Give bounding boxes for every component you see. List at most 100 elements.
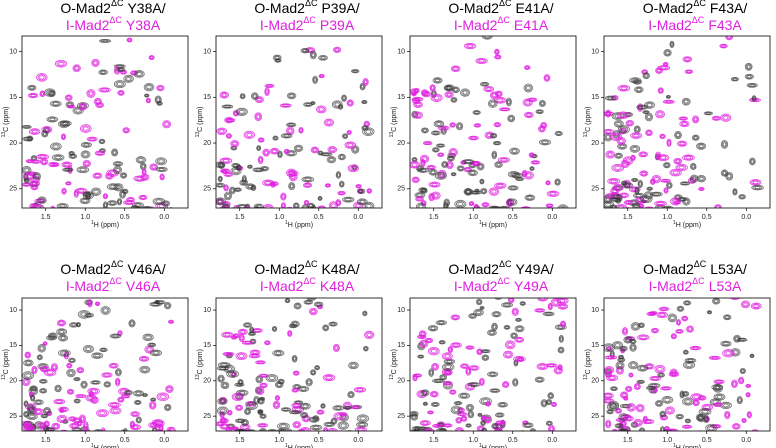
contour (620, 432, 627, 436)
contour (532, 298, 536, 299)
contour (232, 336, 236, 339)
contour (675, 132, 681, 138)
contour (473, 123, 482, 128)
contour (220, 418, 229, 424)
contour (150, 56, 154, 59)
contour (145, 94, 149, 97)
contour (604, 392, 614, 399)
contour (30, 184, 39, 191)
contour (511, 149, 518, 153)
contour (620, 432, 624, 435)
contour (37, 355, 43, 360)
contour (670, 42, 674, 47)
y-tick-label: 10 (397, 307, 405, 314)
contour (251, 328, 263, 333)
contour (224, 191, 232, 201)
contour (246, 429, 256, 431)
contour (739, 194, 745, 199)
x-axis-label: 1H (ppm) (285, 443, 313, 448)
contour (328, 147, 336, 153)
contour (286, 299, 289, 302)
contour (30, 386, 37, 391)
contour (413, 88, 420, 94)
contour (646, 114, 651, 120)
contour (706, 310, 713, 315)
contour (606, 374, 618, 382)
contour (629, 343, 637, 352)
contour (753, 304, 759, 308)
contour (129, 320, 135, 327)
title-superscript: ΔC (303, 276, 316, 286)
contour (264, 432, 273, 435)
contour (336, 200, 341, 206)
contour (560, 304, 566, 309)
contour (313, 425, 320, 429)
contour (83, 126, 89, 131)
contour (620, 86, 627, 90)
y-tick-label: 20 (9, 140, 17, 147)
contour (456, 123, 463, 130)
contour (441, 127, 447, 134)
contour (420, 209, 428, 213)
contour (260, 166, 270, 172)
contour (272, 149, 277, 153)
contour (77, 310, 91, 319)
contour (22, 424, 35, 431)
contour (225, 426, 232, 431)
contour (342, 401, 352, 411)
contour (69, 105, 74, 108)
contour (365, 331, 373, 338)
contour (644, 101, 655, 109)
contour (515, 317, 522, 322)
contour (607, 356, 614, 359)
contour (610, 386, 618, 391)
contour (35, 422, 43, 429)
contour (670, 41, 674, 48)
contour (751, 260, 754, 262)
contour (217, 362, 231, 368)
contour (53, 155, 63, 161)
contour (287, 430, 290, 431)
contour (26, 159, 33, 163)
x-tick-label: 1.5 (429, 437, 439, 444)
contour (231, 392, 244, 401)
contour (83, 152, 88, 157)
contour (524, 65, 530, 70)
contour (629, 144, 641, 153)
contour (297, 428, 306, 431)
contour (496, 421, 502, 425)
contour (346, 431, 353, 436)
contour (495, 123, 500, 127)
y-tick-label: 10 (397, 48, 405, 55)
contour (478, 413, 482, 417)
contour (280, 432, 283, 434)
contour (623, 329, 627, 334)
contour (751, 95, 757, 102)
contour (474, 205, 478, 208)
contour (287, 330, 292, 336)
contour (119, 398, 123, 402)
contour (522, 170, 527, 177)
x-tick-label: 0.0 (741, 437, 751, 444)
contour (332, 46, 342, 53)
contour (434, 424, 440, 428)
contour (49, 91, 54, 96)
title-name: O-Mad2 (254, 261, 305, 277)
title-superscript: ΔC (305, 259, 318, 269)
contour (238, 354, 245, 359)
contour (604, 355, 618, 360)
contour (715, 205, 721, 208)
contour (614, 165, 621, 170)
contour (102, 39, 108, 43)
contour (58, 320, 65, 326)
contour (221, 418, 228, 423)
contour (336, 201, 340, 205)
contour (616, 121, 622, 126)
contour (262, 148, 271, 157)
contour (466, 404, 473, 411)
contour (485, 209, 490, 213)
title-name: O-Mad2 (448, 261, 499, 277)
contour (138, 194, 148, 201)
contour (337, 190, 346, 196)
contour (629, 373, 633, 377)
